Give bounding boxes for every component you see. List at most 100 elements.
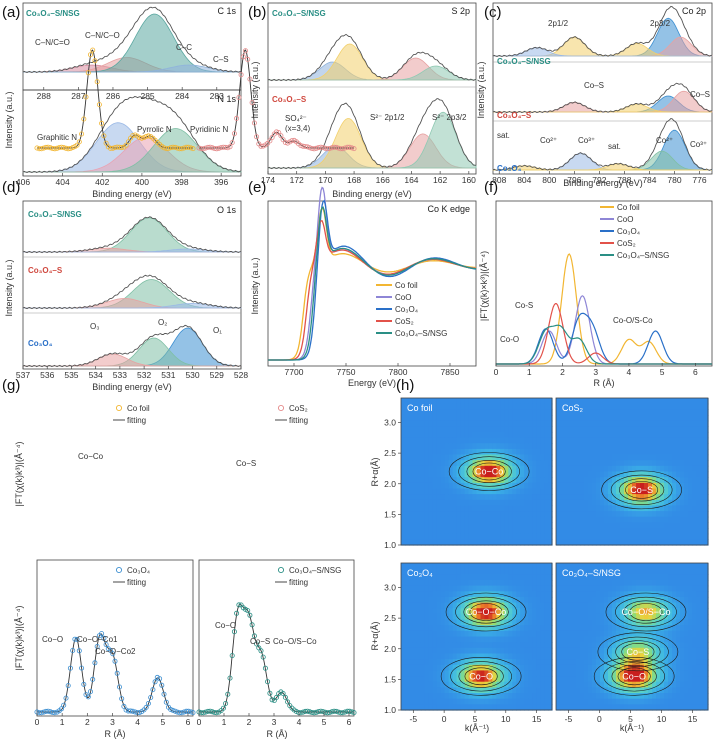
heat-cell (420, 613, 426, 621)
heat-cell (544, 443, 549, 450)
heat-cell (472, 653, 478, 660)
heat-cell (532, 477, 537, 484)
heat-cell (640, 454, 645, 461)
heat-cell (516, 659, 521, 666)
heat-cell (560, 647, 565, 655)
heat-cell (584, 522, 589, 529)
heat-cell (548, 403, 553, 410)
heat-cell (424, 630, 430, 638)
heat-cell (468, 494, 474, 501)
heat-cell (420, 426, 426, 433)
tick-label: 10 (657, 714, 667, 724)
data-marker (216, 145, 222, 151)
heat-cell (428, 409, 434, 416)
heat-cell (436, 494, 442, 501)
heat-cell (496, 426, 501, 433)
heat-cell (640, 471, 645, 478)
heat-cell (536, 619, 541, 626)
heat-cell (520, 398, 525, 405)
heat-cell (664, 426, 669, 433)
heat-cell (500, 403, 505, 410)
heat-cell (608, 448, 613, 456)
heat-cell (408, 653, 414, 660)
heat-cell (684, 693, 689, 700)
heat-cell (528, 482, 533, 490)
heat-cell (576, 499, 581, 507)
heat-cell (676, 516, 681, 523)
heat-cell (504, 488, 509, 495)
heat-cell (405, 505, 410, 512)
heat-cell (656, 460, 661, 467)
heat-cell (532, 619, 537, 626)
contour-line (597, 632, 679, 672)
heat-cell (440, 482, 446, 490)
heat-cell (592, 596, 597, 604)
heat-cell (401, 602, 406, 609)
heat-cell (684, 443, 689, 450)
heat-cell (484, 398, 489, 405)
heat-cell (668, 460, 673, 467)
heat-cell (420, 505, 426, 512)
heat-cell (516, 403, 521, 410)
heat-cell (596, 409, 601, 416)
heat-cell (592, 704, 597, 711)
heat-cell (456, 642, 462, 649)
heat-cell (692, 499, 697, 507)
heat-cell (460, 539, 466, 546)
heat-cell (412, 608, 418, 615)
heat-cell (456, 693, 462, 700)
heat-cell (480, 477, 486, 484)
heat-cell (440, 636, 446, 643)
heat-cell (448, 471, 454, 478)
heat-cell (588, 465, 593, 473)
heat-cell (508, 653, 513, 660)
graphitic-label: Graphitic N (37, 133, 77, 142)
heat-cell (668, 443, 673, 450)
heat-cell (460, 454, 466, 461)
heat-cell (592, 437, 597, 444)
heat-cell (588, 676, 593, 683)
heat-cell (568, 676, 573, 683)
heat-cell (452, 613, 458, 621)
heat-cell (544, 563, 549, 570)
heat-cell (456, 398, 462, 405)
heat-cell (592, 693, 597, 700)
heat-cell (540, 420, 545, 427)
heat-cell (696, 613, 701, 621)
heat-cell (568, 625, 573, 632)
heat-cell (584, 574, 589, 581)
heat-cell (452, 608, 458, 615)
heat-cell (464, 533, 470, 540)
heat-cell (580, 591, 585, 598)
heat-cell (544, 625, 549, 632)
heat-cell (548, 482, 553, 490)
heat-cell (472, 415, 478, 422)
heat-cell (556, 516, 561, 523)
heat-cell (480, 511, 486, 518)
heat-cell (496, 698, 501, 705)
heat-cell (576, 613, 581, 621)
heat-cell (600, 647, 605, 655)
heat-cell (628, 443, 633, 450)
heat-cell (588, 619, 593, 626)
heat-cell (632, 522, 637, 529)
heat-cell (500, 625, 505, 632)
peak-component (23, 353, 241, 367)
heat-cell (405, 670, 410, 677)
heat-cell (524, 664, 529, 672)
heat-cell (504, 494, 509, 501)
heat-cell (436, 619, 442, 626)
heat-cell (548, 630, 553, 638)
heat-cell (560, 687, 565, 694)
heat-cell (616, 465, 621, 473)
heat-cell (536, 613, 541, 621)
heat-cell (412, 460, 418, 467)
heat-cell (496, 505, 501, 512)
heat-cell (620, 704, 625, 711)
heat-cell (704, 591, 709, 598)
heat-cell (652, 460, 657, 467)
heat-cell (424, 704, 430, 711)
heat-cell (624, 443, 629, 450)
heat-cell (548, 426, 553, 433)
contour-line (455, 596, 517, 628)
